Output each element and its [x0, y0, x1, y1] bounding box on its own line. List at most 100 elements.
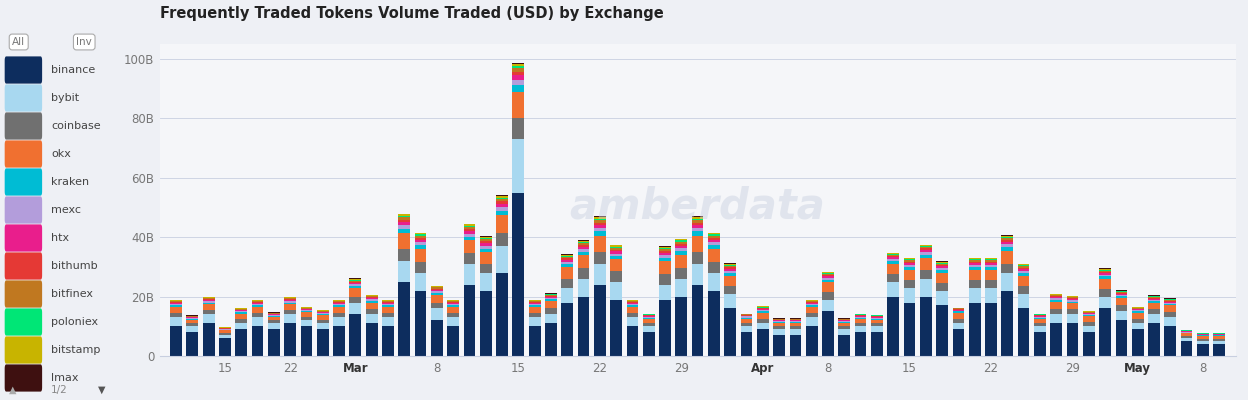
Bar — [806, 302, 817, 303]
Bar — [806, 304, 817, 306]
Bar — [285, 304, 296, 310]
Bar — [463, 226, 475, 227]
Bar — [952, 329, 965, 356]
Bar — [480, 291, 492, 356]
Bar — [1083, 311, 1094, 312]
Bar — [414, 236, 427, 238]
Bar — [724, 271, 736, 273]
Bar — [1083, 314, 1094, 315]
Bar — [382, 300, 394, 301]
Bar — [1083, 315, 1094, 316]
Bar — [333, 317, 344, 326]
Bar — [904, 265, 915, 267]
Bar — [463, 224, 475, 226]
Bar — [562, 255, 573, 256]
Bar — [887, 296, 899, 356]
Bar — [1213, 336, 1226, 339]
Bar — [708, 291, 720, 356]
Bar — [529, 326, 540, 356]
Bar — [708, 234, 720, 236]
Bar — [1035, 326, 1046, 332]
Text: All: All — [12, 37, 25, 47]
Bar — [301, 312, 312, 317]
Bar — [480, 273, 492, 291]
Bar — [545, 294, 557, 295]
Bar — [1213, 341, 1226, 344]
Bar — [333, 300, 344, 301]
Bar — [643, 315, 655, 316]
Bar — [1051, 297, 1062, 298]
Bar — [317, 313, 328, 314]
Bar — [626, 313, 638, 317]
Text: kraken: kraken — [51, 177, 90, 187]
Bar — [236, 319, 247, 323]
Bar — [480, 238, 492, 239]
Bar — [1164, 312, 1176, 317]
Bar — [1116, 312, 1127, 320]
Bar — [675, 248, 688, 252]
Bar — [236, 314, 247, 319]
Text: lmax: lmax — [51, 373, 79, 383]
Bar — [366, 296, 377, 297]
Bar — [186, 332, 198, 356]
Bar — [562, 264, 573, 267]
Bar — [398, 261, 411, 282]
Text: poloniex: poloniex — [51, 317, 99, 327]
Bar — [1035, 323, 1046, 326]
Bar — [317, 310, 328, 311]
Text: 1/2: 1/2 — [51, 385, 67, 395]
Bar — [952, 309, 965, 310]
Bar — [594, 232, 605, 236]
Bar — [1018, 273, 1030, 276]
Bar — [887, 254, 899, 255]
Bar — [1132, 313, 1143, 319]
Bar — [220, 330, 231, 333]
Bar — [806, 313, 817, 317]
Bar — [691, 264, 704, 285]
Bar — [1164, 317, 1176, 326]
Bar — [1164, 303, 1176, 304]
Bar — [366, 309, 377, 314]
Bar — [594, 219, 605, 220]
Bar — [202, 300, 215, 301]
Bar — [1001, 236, 1013, 237]
Bar — [936, 263, 948, 264]
Bar — [1181, 341, 1193, 356]
Bar — [447, 303, 459, 304]
Bar — [708, 246, 720, 249]
Bar — [382, 302, 394, 303]
Bar — [952, 308, 965, 309]
Bar — [985, 288, 997, 302]
Bar — [610, 260, 622, 271]
Bar — [578, 243, 589, 245]
Bar — [1116, 294, 1127, 295]
Bar — [1116, 295, 1127, 296]
Bar — [626, 301, 638, 302]
Bar — [822, 274, 834, 275]
Bar — [985, 262, 997, 263]
Bar — [758, 309, 769, 310]
Bar — [626, 302, 638, 303]
Bar — [1181, 331, 1193, 332]
Bar — [202, 299, 215, 300]
Bar — [790, 335, 801, 356]
Bar — [1148, 314, 1159, 323]
Bar — [431, 286, 443, 287]
Bar — [1035, 318, 1046, 319]
Bar — [1018, 308, 1030, 356]
Bar — [1132, 310, 1143, 312]
Bar — [202, 302, 215, 304]
Bar — [952, 323, 965, 329]
Bar — [968, 270, 981, 280]
Bar — [724, 265, 736, 266]
Bar — [724, 294, 736, 308]
Text: Frequently Traded Tokens Volume Traded (USD) by Exchange: Frequently Traded Tokens Volume Traded (… — [160, 6, 664, 21]
Bar — [1164, 304, 1176, 306]
Bar — [790, 320, 801, 321]
Bar — [497, 198, 508, 199]
Bar — [414, 249, 427, 262]
Bar — [1035, 319, 1046, 323]
Bar — [562, 267, 573, 279]
Bar — [252, 306, 263, 307]
Bar — [936, 265, 948, 266]
